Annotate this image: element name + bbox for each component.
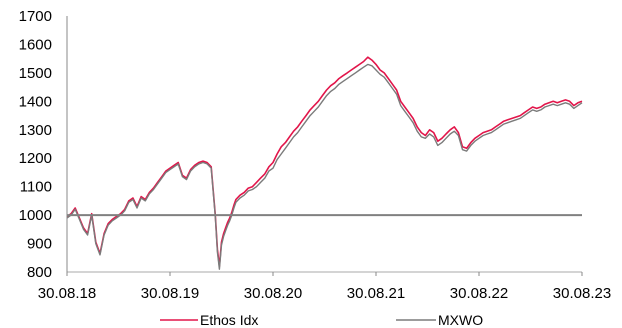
y-tick-label: 900	[27, 236, 52, 253]
x-tick-label: 30.08.18	[38, 285, 96, 302]
x-tick-label: 30.08.19	[141, 285, 199, 302]
plot-area	[66, 56, 583, 270]
x-tick-label: 30.08.22	[450, 285, 508, 302]
x-axis: 30.08.18 30.08.19 30.08.20 30.08.21 30.08.22…	[38, 271, 611, 302]
y-tick-label: 1400	[19, 93, 52, 110]
x-tick-label: 30.08.23	[553, 285, 611, 302]
series-line-ethos-idx	[66, 56, 583, 268]
y-tick-label: 800	[27, 264, 52, 281]
legend-label-ethos-idx: Ethos Idx	[200, 312, 258, 328]
y-tick-label: 1000	[19, 207, 52, 224]
x-tick-label: 30.08.21	[347, 285, 405, 302]
series-line-mxwo	[66, 63, 583, 270]
legend: Ethos Idx MXWO	[160, 312, 483, 328]
x-tick-label: 30.08.20	[244, 285, 302, 302]
y-tick-label: 1300	[19, 122, 52, 139]
y-axis-tick-labels: 800 900 1000 1100 1200 1300 1400 1500 1600 1700	[19, 8, 52, 281]
y-tick-label: 1200	[19, 150, 52, 167]
y-tick-label: 1500	[19, 65, 52, 82]
y-tick-label: 1700	[19, 8, 52, 25]
y-tick-label: 1600	[19, 36, 52, 53]
x-axis-tick-labels: 30.08.18 30.08.19 30.08.20 30.08.21 30.08.22…	[38, 285, 611, 302]
y-tick-label: 1100	[20, 179, 52, 196]
legend-label-mxwo: MXWO	[438, 312, 483, 328]
